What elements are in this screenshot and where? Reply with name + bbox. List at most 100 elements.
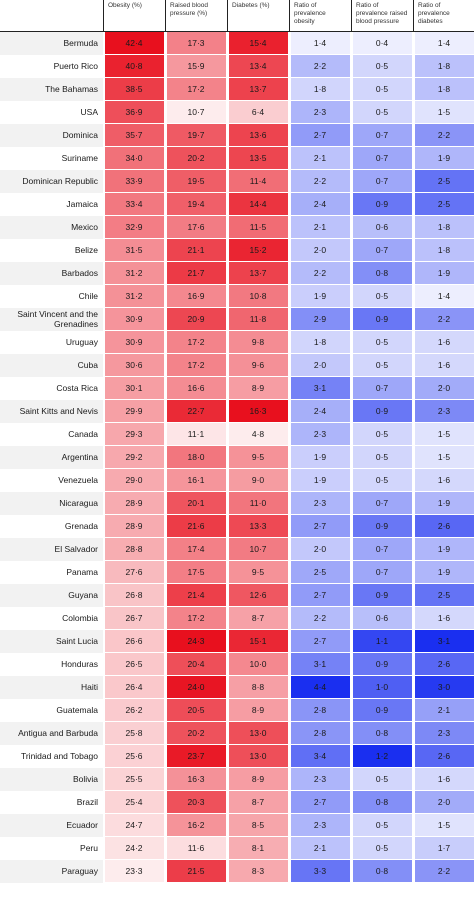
table-row: Bolivia 25·5 16·3 8·9 2·3 0·5 1·6 [0, 768, 474, 791]
heatmap-cell: 20·2 [166, 147, 226, 169]
heatmap-cell: 0·5 [352, 837, 412, 859]
cell-separator [165, 745, 167, 768]
heatmap-cell: 30·9 [104, 331, 164, 353]
heatmap-cell: 1·2 [352, 745, 412, 767]
cell-separator [351, 653, 353, 676]
heatmap-cell: 11·5 [228, 216, 288, 238]
cell-separator [289, 768, 291, 791]
cell-separator [103, 285, 105, 308]
country-label: Bermuda [0, 32, 104, 55]
heatmap-cell: 17·2 [166, 607, 226, 629]
cell-separator [227, 653, 229, 676]
heatmap-cell: 25·4 [104, 791, 164, 813]
heatmap-cell: 2·2 [414, 124, 474, 146]
heatmap-cell: 2·3 [414, 722, 474, 744]
cell-separator [103, 446, 105, 469]
cell-separator [289, 147, 291, 170]
cell-separator [289, 377, 291, 400]
heatmap-cell: 20·3 [166, 791, 226, 813]
cell-separator [227, 492, 229, 515]
heatmap-cell: 29·0 [104, 469, 164, 491]
heatmap-cell: 1·9 [414, 262, 474, 284]
cell-separator [227, 584, 229, 607]
heatmap-cell: 24·3 [166, 630, 226, 652]
cell-separator [227, 55, 229, 78]
heatmap-cell: 25·5 [104, 768, 164, 790]
heatmap-cell: 17·4 [166, 538, 226, 560]
heatmap-cell: 3·1 [290, 377, 350, 399]
heatmap-cell: 1·8 [414, 239, 474, 261]
heatmap-cell: 0·9 [352, 308, 412, 330]
table-row: Ecuador 24·7 16·2 8·5 2·3 0·5 1·5 [0, 814, 474, 837]
table-row: Colombia 26·7 17·2 8·7 2·2 0·6 1·6 [0, 607, 474, 630]
heatmap-cell: 8·9 [228, 377, 288, 399]
heatmap-cell: 2·2 [414, 308, 474, 330]
table-row: Chile 31·2 16·9 10·8 1·9 0·5 1·4 [0, 285, 474, 308]
cell-separator [103, 538, 105, 561]
country-label: Peru [80, 842, 98, 853]
heatmap-cell: 21·4 [166, 584, 226, 606]
cell-separator [227, 101, 229, 124]
cell-separator [103, 791, 105, 814]
cell-separator [289, 630, 291, 653]
cell-separator [413, 354, 415, 377]
cell-separator [165, 55, 167, 78]
table-row: El Salvador 28·8 17·4 10·7 2·0 0·7 1·9 [0, 538, 474, 561]
heatmap-cell: 17·6 [166, 216, 226, 238]
column-header: Ratio of prevalence diabetes [418, 2, 450, 25]
heatmap-cell: 2·7 [290, 630, 350, 652]
country-label: Haiti [0, 676, 104, 699]
heatmap-cell: 3·0 [414, 676, 474, 698]
heatmap-cell: 26·4 [104, 676, 164, 698]
cell-separator [165, 216, 167, 239]
cell-separator [165, 331, 167, 354]
heatmap-cell: 13·7 [228, 262, 288, 284]
cell-separator [351, 147, 353, 170]
heatmap-cell: 26·6 [104, 630, 164, 652]
cell-separator [227, 538, 229, 561]
heatmap-cell: 2·6 [414, 745, 474, 767]
heatmap-cell: 16·3 [228, 400, 288, 422]
cell-separator [289, 699, 291, 722]
heatmap-cell: 25·8 [104, 722, 164, 744]
cell-separator [227, 607, 229, 630]
heatmap-cell: 29·2 [104, 446, 164, 468]
cell-separator [351, 377, 353, 400]
heatmap-cell: 0·7 [352, 561, 412, 583]
cell-separator [413, 216, 415, 239]
cell-separator [413, 860, 415, 883]
cell-separator [165, 377, 167, 400]
heatmap-cell: 40·8 [104, 55, 164, 77]
heatmap-cell: 0·9 [352, 400, 412, 422]
cell-separator [165, 101, 167, 124]
cell-separator [165, 561, 167, 584]
cell-separator [103, 745, 105, 768]
cell-separator [289, 837, 291, 860]
cell-separator [289, 354, 291, 377]
cell-separator [103, 630, 105, 653]
heatmap-cell: 1·6 [414, 607, 474, 629]
cell-separator [165, 607, 167, 630]
cell-separator [351, 446, 353, 469]
cell-separator [103, 423, 105, 446]
heatmap-cell: 2·9 [290, 308, 350, 330]
cell-separator [227, 630, 229, 653]
heatmap-cell: 6·4 [228, 101, 288, 123]
cell-separator [227, 837, 229, 860]
cell-separator [351, 699, 353, 722]
cell-separator [351, 354, 353, 377]
cell-separator [289, 124, 291, 147]
country-label: Uruguay [65, 336, 98, 347]
cell-separator [413, 101, 415, 124]
cell-separator [413, 446, 415, 469]
cell-separator [165, 699, 167, 722]
heatmap-cell: 0·5 [352, 469, 412, 491]
heatmap-cell: 2·6 [414, 653, 474, 675]
heatmap-cell: 38·5 [104, 78, 164, 100]
cell-separator [165, 193, 167, 216]
cell-separator [289, 55, 291, 78]
cell-separator [103, 400, 105, 423]
heatmap-cell: 19·5 [166, 170, 226, 192]
heatmap-cell: 0·7 [352, 538, 412, 560]
heatmap-cell: 2·5 [290, 561, 350, 583]
